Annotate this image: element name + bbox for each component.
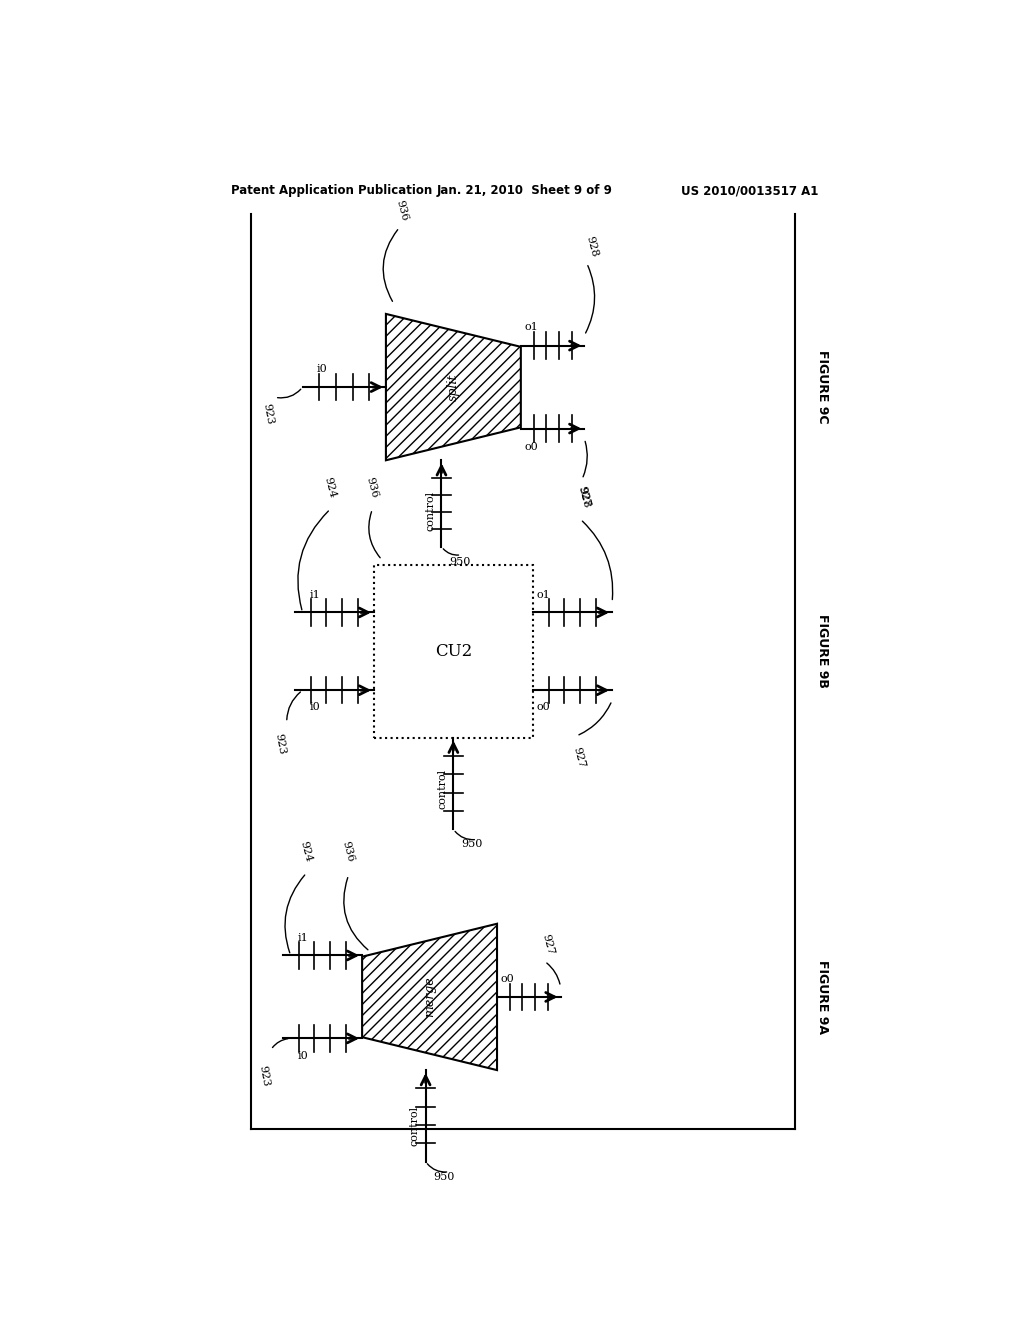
Text: CU2: CU2 [435,643,472,660]
Text: US 2010/0013517 A1: US 2010/0013517 A1 [681,185,818,198]
Text: 936: 936 [365,475,380,499]
Text: 924: 924 [299,840,313,863]
Text: FIGURE 9A: FIGURE 9A [816,960,828,1034]
Text: i0: i0 [317,364,328,374]
Text: Jan. 21, 2010  Sheet 9 of 9: Jan. 21, 2010 Sheet 9 of 9 [437,185,612,198]
Text: i1: i1 [297,933,308,944]
Text: 923: 923 [257,1065,271,1088]
Text: 923: 923 [261,403,274,425]
Text: o0: o0 [524,442,539,451]
Text: 936: 936 [341,840,356,863]
Text: 950: 950 [450,557,471,566]
Text: i0: i0 [309,702,319,713]
Text: control: control [437,768,447,809]
Text: control: control [425,491,435,531]
Text: 927: 927 [541,933,556,956]
Text: FIGURE 9C: FIGURE 9C [816,350,828,424]
Text: i1: i1 [309,590,319,601]
Text: split: split [446,374,460,401]
Text: FIGURE 9B: FIGURE 9B [816,614,828,688]
Text: o0: o0 [537,702,551,713]
Text: 924: 924 [323,475,338,499]
Bar [374,565,532,738]
Text: o0: o0 [501,974,515,983]
Text: o1: o1 [537,590,551,601]
Text: 950: 950 [433,1172,455,1181]
Text: o1: o1 [524,322,539,333]
Text: 928: 928 [585,235,599,257]
Text: 923: 923 [273,733,287,755]
Text: control: control [410,1106,419,1146]
Polygon shape [386,314,521,461]
Text: 927: 927 [577,484,592,508]
Text: 936: 936 [394,199,409,223]
Text: 950: 950 [461,840,482,849]
Text: 927: 927 [570,746,586,770]
Polygon shape [362,924,497,1071]
Text: Patent Application Publication: Patent Application Publication [231,185,432,198]
Text: merge: merge [423,977,436,1018]
Text: i0: i0 [297,1051,308,1060]
Text: 928: 928 [577,486,592,510]
